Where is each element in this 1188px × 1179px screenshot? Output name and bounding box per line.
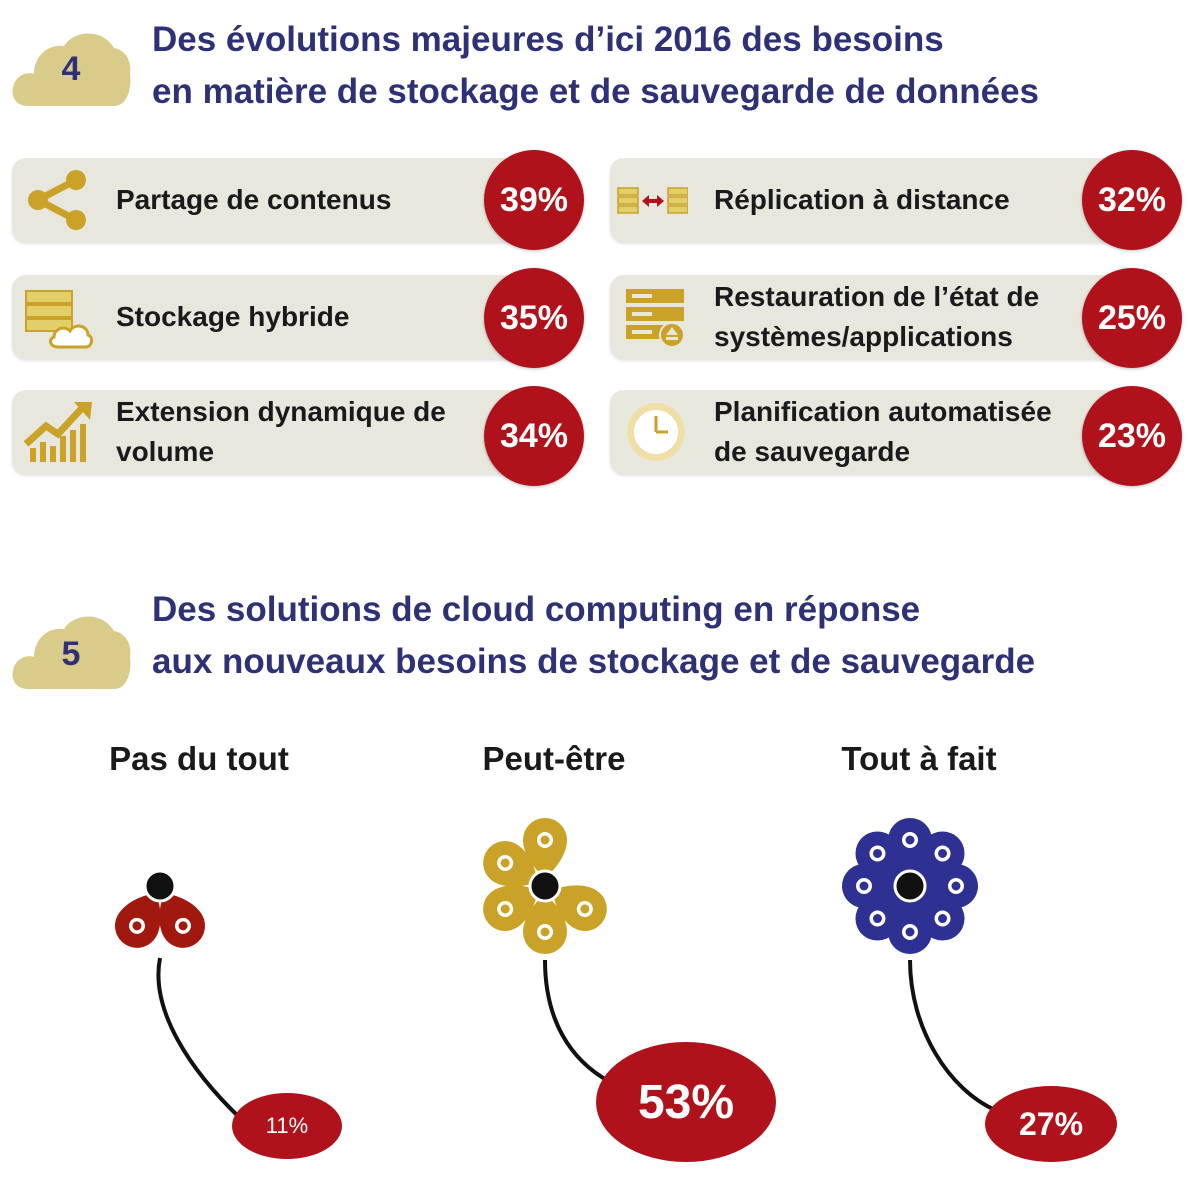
section-5-badge: 5 bbox=[10, 605, 132, 693]
flower-1 bbox=[483, 818, 611, 1084]
flower-petal bbox=[159, 892, 205, 948]
section-5-number: 5 bbox=[61, 635, 81, 673]
need-percent: 39% bbox=[484, 150, 584, 250]
need-label: Extension dynamique de volume bbox=[116, 396, 446, 467]
replication-icon bbox=[617, 187, 688, 214]
need-percent: 25% bbox=[1082, 268, 1182, 368]
flower-petal bbox=[483, 841, 539, 887]
need-percent: 23% bbox=[1082, 386, 1182, 486]
section-4-title: Des évolutions majeures d’ici 2016 des b… bbox=[152, 14, 1039, 118]
flower-center bbox=[528, 869, 562, 903]
need-card-scheduled-backup: Planification automatisée de sauvegarde bbox=[610, 390, 1130, 474]
flower-chart bbox=[115, 818, 996, 1120]
flower-center bbox=[893, 869, 927, 903]
need-card-hybrid-storage: Stockage hybride bbox=[12, 275, 532, 359]
section-4-number: 4 bbox=[61, 50, 81, 88]
flower-petal bbox=[551, 885, 607, 931]
section-5-title-line2: aux nouveaux besoins de stockage et de s… bbox=[152, 642, 1036, 681]
cloud-icon bbox=[12, 616, 131, 689]
value-bubble-maybe: 53% bbox=[596, 1042, 776, 1162]
value-bubble-absolutely: 27% bbox=[985, 1086, 1117, 1162]
growth-chart-icon bbox=[23, 402, 92, 462]
clock-icon bbox=[627, 403, 685, 461]
section-4-title-line1: Des évolutions majeures d’ici 2016 des b… bbox=[152, 20, 944, 59]
category-label-maybe: Peut-être bbox=[482, 740, 626, 777]
section-5-title-line1: Des solutions de cloud computing en répo… bbox=[152, 590, 921, 629]
need-percent: 34% bbox=[484, 386, 584, 486]
need-card-dynamic-volume: Extension dynamique de volume bbox=[12, 390, 532, 474]
flower-petal bbox=[855, 831, 905, 881]
need-card-content-sharing: Partage de contenus bbox=[12, 158, 532, 242]
section-4-badge: 4 bbox=[10, 22, 132, 110]
flower-stem bbox=[908, 959, 996, 1112]
flower-0 bbox=[115, 869, 242, 1120]
need-label: Planification automatisée de sauvegarde bbox=[714, 396, 1052, 467]
flower-stem bbox=[543, 959, 611, 1084]
flower-petal bbox=[523, 818, 567, 878]
need-label: Restauration de l’état de systèmes/appli… bbox=[714, 281, 1040, 352]
flower-petal bbox=[115, 892, 161, 948]
need-label: Réplication à distance bbox=[714, 184, 1010, 215]
need-percent: 35% bbox=[484, 268, 584, 368]
value-bubble-not-at-all: 11% bbox=[232, 1093, 342, 1159]
need-percent: 32% bbox=[1082, 150, 1182, 250]
flower-petal bbox=[483, 885, 539, 931]
category-label-absolutely: Tout à fait bbox=[841, 740, 997, 777]
flower-stem bbox=[156, 957, 242, 1120]
flower-2 bbox=[842, 818, 996, 1112]
section-4-title-line2: en matière de stockage et de sauvegarde … bbox=[152, 72, 1040, 111]
need-label: Partage de contenus bbox=[116, 184, 392, 215]
share-icon bbox=[28, 170, 86, 230]
cloud-icon bbox=[12, 33, 131, 106]
flower-center bbox=[143, 869, 177, 903]
server-cloud-icon bbox=[25, 290, 94, 349]
need-card-remote-replication: Réplication à distance bbox=[610, 158, 1130, 242]
need-card-system-restore: Restauration de l’état de systèmes/appli… bbox=[610, 275, 1130, 359]
server-restore-icon bbox=[626, 289, 685, 348]
section-5-title: Des solutions de cloud computing en répo… bbox=[152, 584, 1035, 688]
need-label: Stockage hybride bbox=[116, 301, 350, 332]
category-label-not-at-all: Pas du tout bbox=[109, 740, 289, 777]
flower-petal bbox=[523, 894, 567, 954]
